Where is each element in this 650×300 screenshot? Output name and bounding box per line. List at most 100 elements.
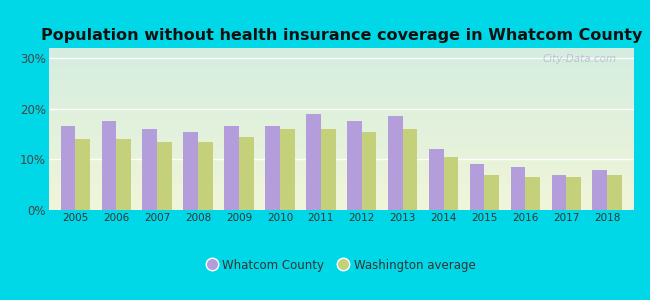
Bar <box>49 99 634 100</box>
Bar <box>49 164 634 165</box>
Bar <box>49 158 634 159</box>
Bar <box>49 57 634 58</box>
Bar <box>388 116 402 210</box>
Bar <box>49 114 634 115</box>
Bar <box>49 198 634 199</box>
Bar <box>49 167 634 168</box>
Bar <box>49 185 634 186</box>
Bar <box>49 55 634 56</box>
Bar <box>49 135 634 136</box>
Bar <box>49 159 634 160</box>
Bar <box>49 69 634 70</box>
Bar <box>49 187 634 188</box>
Bar <box>49 73 634 74</box>
Bar <box>49 98 634 99</box>
Bar <box>49 132 634 133</box>
Bar <box>321 129 335 210</box>
Bar <box>49 181 634 182</box>
Bar <box>49 208 634 209</box>
Bar <box>49 126 634 127</box>
Bar <box>49 145 634 146</box>
Bar <box>49 148 634 149</box>
Bar <box>49 179 634 180</box>
Bar <box>49 207 634 208</box>
Bar <box>402 129 417 210</box>
Bar <box>49 154 634 155</box>
Bar <box>49 62 634 63</box>
Bar <box>49 64 634 65</box>
Bar <box>49 163 634 164</box>
Bar <box>49 197 634 198</box>
Bar <box>49 122 634 123</box>
Bar <box>49 77 634 78</box>
Bar <box>49 183 634 184</box>
Bar <box>49 89 634 90</box>
Bar <box>49 127 634 128</box>
Bar <box>49 74 634 75</box>
Bar <box>49 128 634 129</box>
Bar <box>49 83 634 84</box>
Bar <box>49 146 634 147</box>
Bar <box>49 139 634 140</box>
Bar <box>49 63 634 64</box>
Bar <box>592 169 607 210</box>
Bar <box>49 178 634 179</box>
Bar <box>49 90 634 91</box>
Bar <box>49 180 634 181</box>
Bar <box>49 205 634 206</box>
Bar <box>49 85 634 86</box>
Bar <box>49 170 634 171</box>
Bar <box>49 123 634 124</box>
Bar <box>49 191 634 192</box>
Bar <box>49 138 634 139</box>
Bar <box>183 131 198 210</box>
Bar <box>49 169 634 170</box>
Bar <box>49 196 634 197</box>
Bar <box>443 157 458 210</box>
Bar <box>49 92 634 93</box>
Bar <box>49 168 634 169</box>
Bar <box>49 125 634 126</box>
Bar <box>49 70 634 71</box>
Bar <box>49 153 634 154</box>
Bar <box>49 54 634 55</box>
Bar <box>49 88 634 89</box>
Bar <box>49 124 634 125</box>
Bar <box>49 102 634 103</box>
Title: Population without health insurance coverage in Whatcom County: Population without health insurance cove… <box>40 28 642 43</box>
Bar <box>49 140 634 141</box>
Bar <box>470 164 484 210</box>
Bar <box>49 86 634 87</box>
Bar <box>49 151 634 152</box>
Bar <box>49 96 634 97</box>
Bar <box>49 206 634 207</box>
Bar <box>49 156 634 157</box>
Bar <box>49 53 634 54</box>
Bar <box>607 175 622 210</box>
Bar <box>429 149 443 210</box>
Bar <box>49 94 634 95</box>
Bar <box>49 157 634 158</box>
Bar <box>49 105 634 106</box>
Bar <box>239 136 254 210</box>
Bar <box>49 71 634 72</box>
Bar <box>49 100 634 101</box>
Bar <box>49 189 634 190</box>
Bar <box>49 67 634 68</box>
Bar <box>49 195 634 196</box>
Bar <box>49 152 634 153</box>
Legend: Whatcom County, Washington average: Whatcom County, Washington average <box>203 255 479 275</box>
Bar <box>49 84 634 85</box>
Bar <box>49 131 634 132</box>
Bar <box>551 175 566 210</box>
Bar <box>49 76 634 77</box>
Bar <box>49 118 634 119</box>
Bar <box>49 61 634 62</box>
Bar <box>49 171 634 172</box>
Bar <box>49 87 634 88</box>
Bar <box>49 172 634 173</box>
Bar <box>49 72 634 73</box>
Bar <box>511 167 525 210</box>
Bar <box>265 127 280 210</box>
Bar <box>49 56 634 57</box>
